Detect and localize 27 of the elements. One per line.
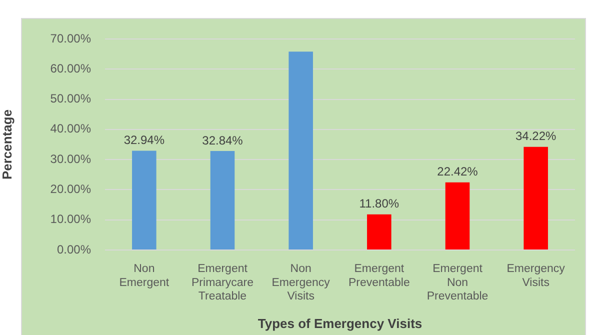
bar xyxy=(288,52,313,250)
y-tick-label: 70.00% xyxy=(50,31,92,46)
data-label: 32.94% xyxy=(124,133,165,148)
data-label: 22.42% xyxy=(437,164,478,179)
x-tick-label: Emergent Preventable xyxy=(348,263,410,289)
data-label: 11.80% xyxy=(359,196,400,211)
y-tick-label: 0.00% xyxy=(56,242,92,256)
y-tick-label: 40.00% xyxy=(50,122,92,136)
x-tick-label: Non Emergency Visits xyxy=(272,263,330,303)
x-tick-label: Non Emergent xyxy=(119,263,170,289)
x-tick-label: Emergent Primarycare Treatable xyxy=(192,263,254,303)
x-tick-label: Emergency Visits xyxy=(506,263,566,289)
y-tick-label: 50.00% xyxy=(50,92,92,106)
bar xyxy=(210,151,235,250)
data-label: 34.22% xyxy=(515,129,557,144)
bar xyxy=(524,146,548,250)
x-axis-title: Types of Emergency Visits xyxy=(258,316,422,331)
x-tick-label: Emergent Non Preventable xyxy=(426,263,488,303)
bar xyxy=(445,182,470,250)
bar xyxy=(367,214,392,250)
bar xyxy=(132,150,156,250)
data-label: 32.84% xyxy=(202,133,244,148)
y-tick-label: 60.00% xyxy=(50,61,92,76)
y-tick-label: 10.00% xyxy=(50,212,92,226)
y-tick-label: 20.00% xyxy=(50,182,92,196)
y-tick-label: 30.00% xyxy=(50,152,92,166)
y-axis-title: Percentage xyxy=(0,109,14,180)
